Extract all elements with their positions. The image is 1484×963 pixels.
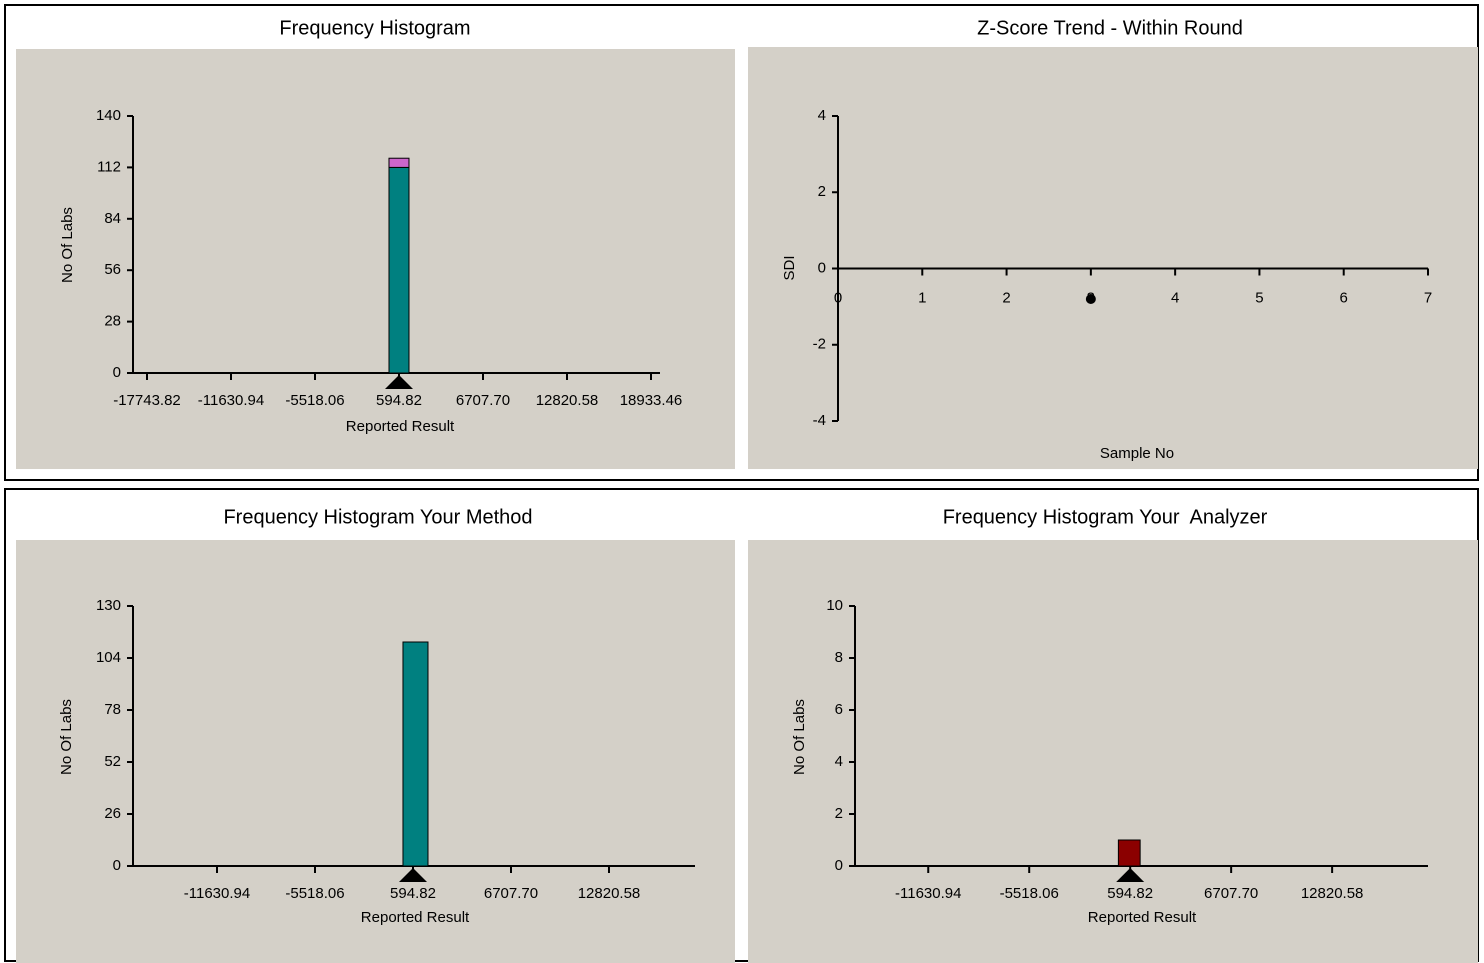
x-tick-label: 0 (834, 289, 842, 306)
x-tick-label: 1 (918, 289, 926, 306)
x-tick-label: 12820.58 (536, 392, 599, 409)
histogram-bar (388, 166, 410, 374)
y-axis-label: No Of Labs (59, 207, 76, 283)
x-axis-label: Reported Result (346, 418, 455, 435)
x-tick-label: -5518.06 (1000, 885, 1059, 902)
y-tick-label: 112 (97, 158, 121, 175)
y-tick-label: 0 (113, 857, 121, 874)
plot-background (748, 540, 1478, 963)
target-marker (384, 375, 413, 389)
x-tick-label: -11630.94 (184, 885, 250, 902)
target-marker (398, 868, 427, 882)
y-tick-label: 8 (835, 649, 843, 666)
x-tick-label: 2 (1002, 289, 1010, 306)
chart-title: Frequency Histogram (279, 17, 470, 39)
y-tick-label: 130 (96, 597, 121, 614)
x-tick-label: 6 (1340, 289, 1348, 306)
x-tick-label: -11630.94 (895, 885, 961, 902)
x-tick-label: -11630.94 (198, 392, 264, 409)
x-tick-label: 6707.70 (484, 885, 538, 902)
y-tick-label: 10 (826, 597, 843, 614)
x-tick-label: 4 (1171, 289, 1179, 306)
data-point (1085, 294, 1096, 304)
y-tick-label: 4 (835, 753, 843, 770)
x-tick-label: 594.82 (390, 885, 436, 902)
x-tick-label: 18933.46 (620, 392, 683, 409)
x-tick-label: 6707.70 (456, 392, 510, 409)
y-tick-label: 78 (104, 701, 121, 718)
x-tick-label: 594.82 (1107, 885, 1153, 902)
y-tick-label: 104 (96, 649, 121, 666)
y-tick-label: -4 (813, 412, 826, 429)
plot-background (748, 47, 1478, 469)
y-tick-label: 2 (835, 805, 843, 822)
target-marker (1116, 868, 1145, 882)
x-axis-label: Sample No (1100, 445, 1174, 462)
y-tick-label: -2 (813, 336, 826, 353)
x-tick-label: 12820.58 (578, 885, 641, 902)
y-tick-label: 28 (104, 313, 121, 330)
x-axis-label: Reported Result (361, 909, 470, 926)
y-axis-label: No Of Labs (791, 699, 808, 775)
y-tick-label: 52 (104, 753, 121, 770)
x-tick-label: 6707.70 (1204, 885, 1258, 902)
x-tick-label: -17743.82 (113, 392, 181, 409)
y-tick-label: 6 (835, 701, 843, 718)
x-axis-label: Reported Result (1088, 909, 1197, 926)
chart-title: Frequency Histogram Your Analyzer (943, 506, 1268, 528)
histogram-bar (402, 641, 429, 867)
y-tick-label: 4 (818, 107, 826, 124)
x-tick-label: 594.82 (376, 392, 422, 409)
x-tick-label: 7 (1424, 289, 1432, 306)
histogram-bar (388, 157, 410, 168)
y-tick-label: 56 (104, 261, 121, 278)
x-tick-label: 12820.58 (1301, 885, 1364, 902)
y-tick-label: 84 (104, 210, 121, 227)
y-tick-label: 140 (96, 107, 121, 124)
chart-title: Frequency Histogram Your Method (223, 506, 532, 528)
x-tick-label: -5518.06 (285, 392, 344, 409)
plot-background (16, 540, 735, 963)
y-axis-label: No Of Labs (58, 699, 75, 775)
plot-background (16, 49, 735, 469)
x-tick-label: 5 (1255, 289, 1263, 306)
y-axis-label: SDI (781, 255, 798, 280)
x-tick-label: -5518.06 (285, 885, 344, 902)
y-tick-label: 2 (818, 183, 826, 200)
histogram-bar (1117, 839, 1141, 867)
y-tick-label: 0 (818, 259, 826, 276)
y-tick-label: 0 (113, 364, 121, 381)
y-tick-label: 0 (835, 857, 843, 874)
y-tick-label: 26 (104, 805, 121, 822)
chart-title: Z-Score Trend - Within Round (977, 17, 1243, 39)
